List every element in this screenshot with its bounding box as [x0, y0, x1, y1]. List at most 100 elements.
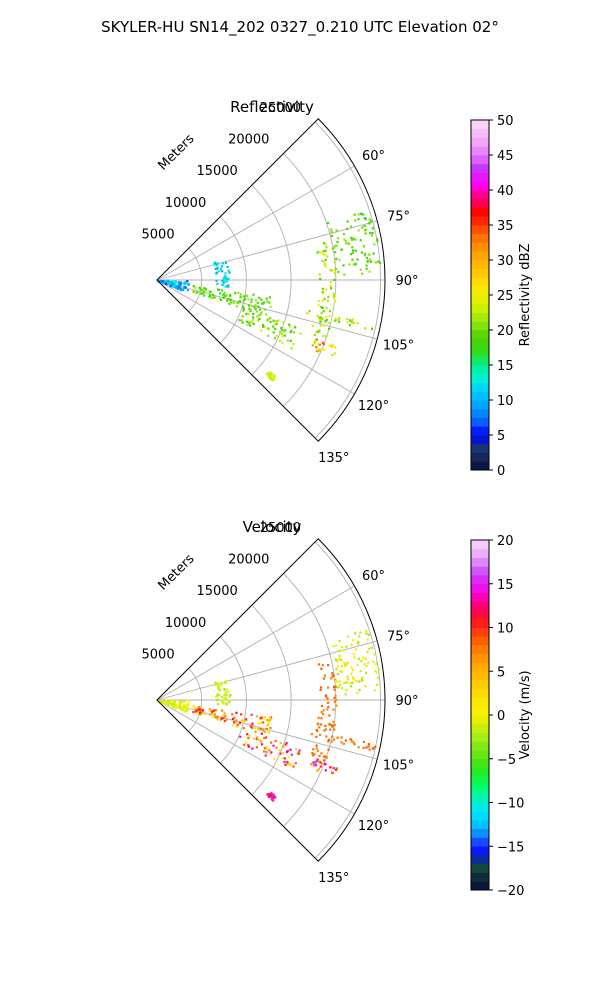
echo-gate	[241, 315, 244, 318]
echo-gate	[171, 704, 174, 707]
echo-gate	[246, 320, 249, 323]
echo-gate	[324, 258, 327, 261]
echo-gate	[352, 237, 355, 240]
echo-gate	[321, 341, 324, 344]
colorbar-swatch	[471, 636, 489, 646]
echo-gate	[320, 312, 323, 315]
echo-gate	[197, 706, 200, 709]
echo-gate	[336, 318, 339, 322]
colorbar-swatch	[471, 785, 489, 795]
echo-gate	[194, 707, 197, 710]
echo-gate	[293, 331, 296, 334]
echo-gate	[281, 335, 284, 338]
echo-gate	[320, 704, 324, 708]
echo-gate	[169, 281, 172, 284]
echo-gate	[273, 376, 276, 379]
colorbar-tick-label: 50	[497, 114, 514, 129]
echo-gate	[258, 318, 261, 321]
echo-gate	[162, 282, 166, 285]
echo-gate	[263, 747, 266, 750]
echo-gate	[330, 724, 333, 727]
echo-gate	[227, 269, 230, 272]
echo-gate	[268, 716, 271, 719]
echo-gate	[214, 267, 217, 270]
colorbar-tick-label: 5	[497, 429, 505, 444]
echo-gate	[345, 645, 348, 648]
echo-gate	[249, 321, 253, 324]
echo-gate	[280, 332, 283, 335]
echo-gate	[350, 685, 353, 688]
echo-gate	[288, 323, 291, 326]
echo-gate	[238, 721, 241, 724]
echo-gate	[269, 317, 272, 320]
echo-gate	[260, 298, 263, 301]
echo-cross-line-radial	[310, 733, 377, 751]
echo-gate	[340, 741, 343, 744]
echo-gate	[200, 711, 203, 714]
echo-gate	[245, 312, 248, 315]
echo-gate	[327, 740, 330, 743]
echo-gate	[366, 259, 369, 263]
echo-gate	[331, 354, 334, 357]
echo-gate	[219, 268, 222, 271]
echo-gate	[266, 300, 269, 303]
colorbar-swatch	[471, 295, 489, 305]
echo-gate	[172, 702, 175, 705]
colorbar-swatch	[471, 846, 489, 856]
echo-gate	[258, 308, 262, 311]
echo-gate	[163, 702, 166, 705]
theta-tick-label: 90°	[395, 694, 418, 709]
echo-gate	[354, 262, 357, 265]
echo-gate	[265, 313, 268, 316]
echo-gate	[337, 270, 340, 273]
echo-gate	[330, 345, 333, 348]
echo-gate	[342, 264, 345, 267]
echo-gate	[356, 322, 359, 325]
echo-gate	[357, 213, 360, 216]
colorbar-swatch	[471, 120, 489, 130]
echo-gate	[174, 280, 177, 283]
echo-gate	[220, 682, 224, 685]
echo-gate	[332, 738, 335, 741]
echo-gate	[322, 242, 326, 245]
echo-gate	[325, 307, 328, 310]
colorbar-swatch	[471, 557, 489, 567]
echo-gate	[330, 287, 333, 290]
echo-gate	[320, 710, 323, 714]
echo-gate	[363, 254, 366, 257]
echo-gate	[267, 327, 270, 330]
radial-axis-label: Meters	[156, 131, 198, 173]
echo-gate	[341, 649, 344, 653]
echo-gate	[201, 292, 204, 295]
echo-gate	[262, 301, 265, 304]
echo-gate	[192, 290, 195, 294]
echo-gate	[263, 308, 266, 311]
echo-gate	[209, 294, 212, 297]
colorbar-swatch	[471, 207, 489, 217]
echo-gate	[184, 286, 187, 289]
echo-gate	[335, 668, 338, 671]
echo-gate	[343, 665, 347, 668]
echo-gate	[171, 280, 174, 283]
echo-gate	[223, 712, 226, 715]
colorbar-swatch	[471, 610, 489, 620]
echo-gate	[263, 750, 266, 753]
colorbar-swatch	[471, 750, 489, 760]
echo-gate	[221, 695, 224, 698]
echo-cross-line-radial	[306, 310, 374, 331]
echo-gate	[170, 281, 173, 284]
echo-gate	[224, 715, 227, 718]
echo-gate	[221, 699, 224, 702]
echo-gate	[262, 729, 265, 732]
colorbar-swatch	[471, 811, 489, 821]
colorbar-tick-label: 20	[497, 534, 514, 549]
echo-gate	[278, 749, 281, 752]
echo-gate	[349, 253, 352, 256]
echo-gate	[333, 244, 337, 248]
echo-gate	[358, 635, 361, 638]
theta-tick-label: 135°	[318, 451, 349, 466]
echo-gate	[333, 696, 336, 700]
echo-gate	[350, 643, 353, 646]
echo-gate	[327, 686, 330, 689]
echo-gate	[254, 730, 257, 733]
